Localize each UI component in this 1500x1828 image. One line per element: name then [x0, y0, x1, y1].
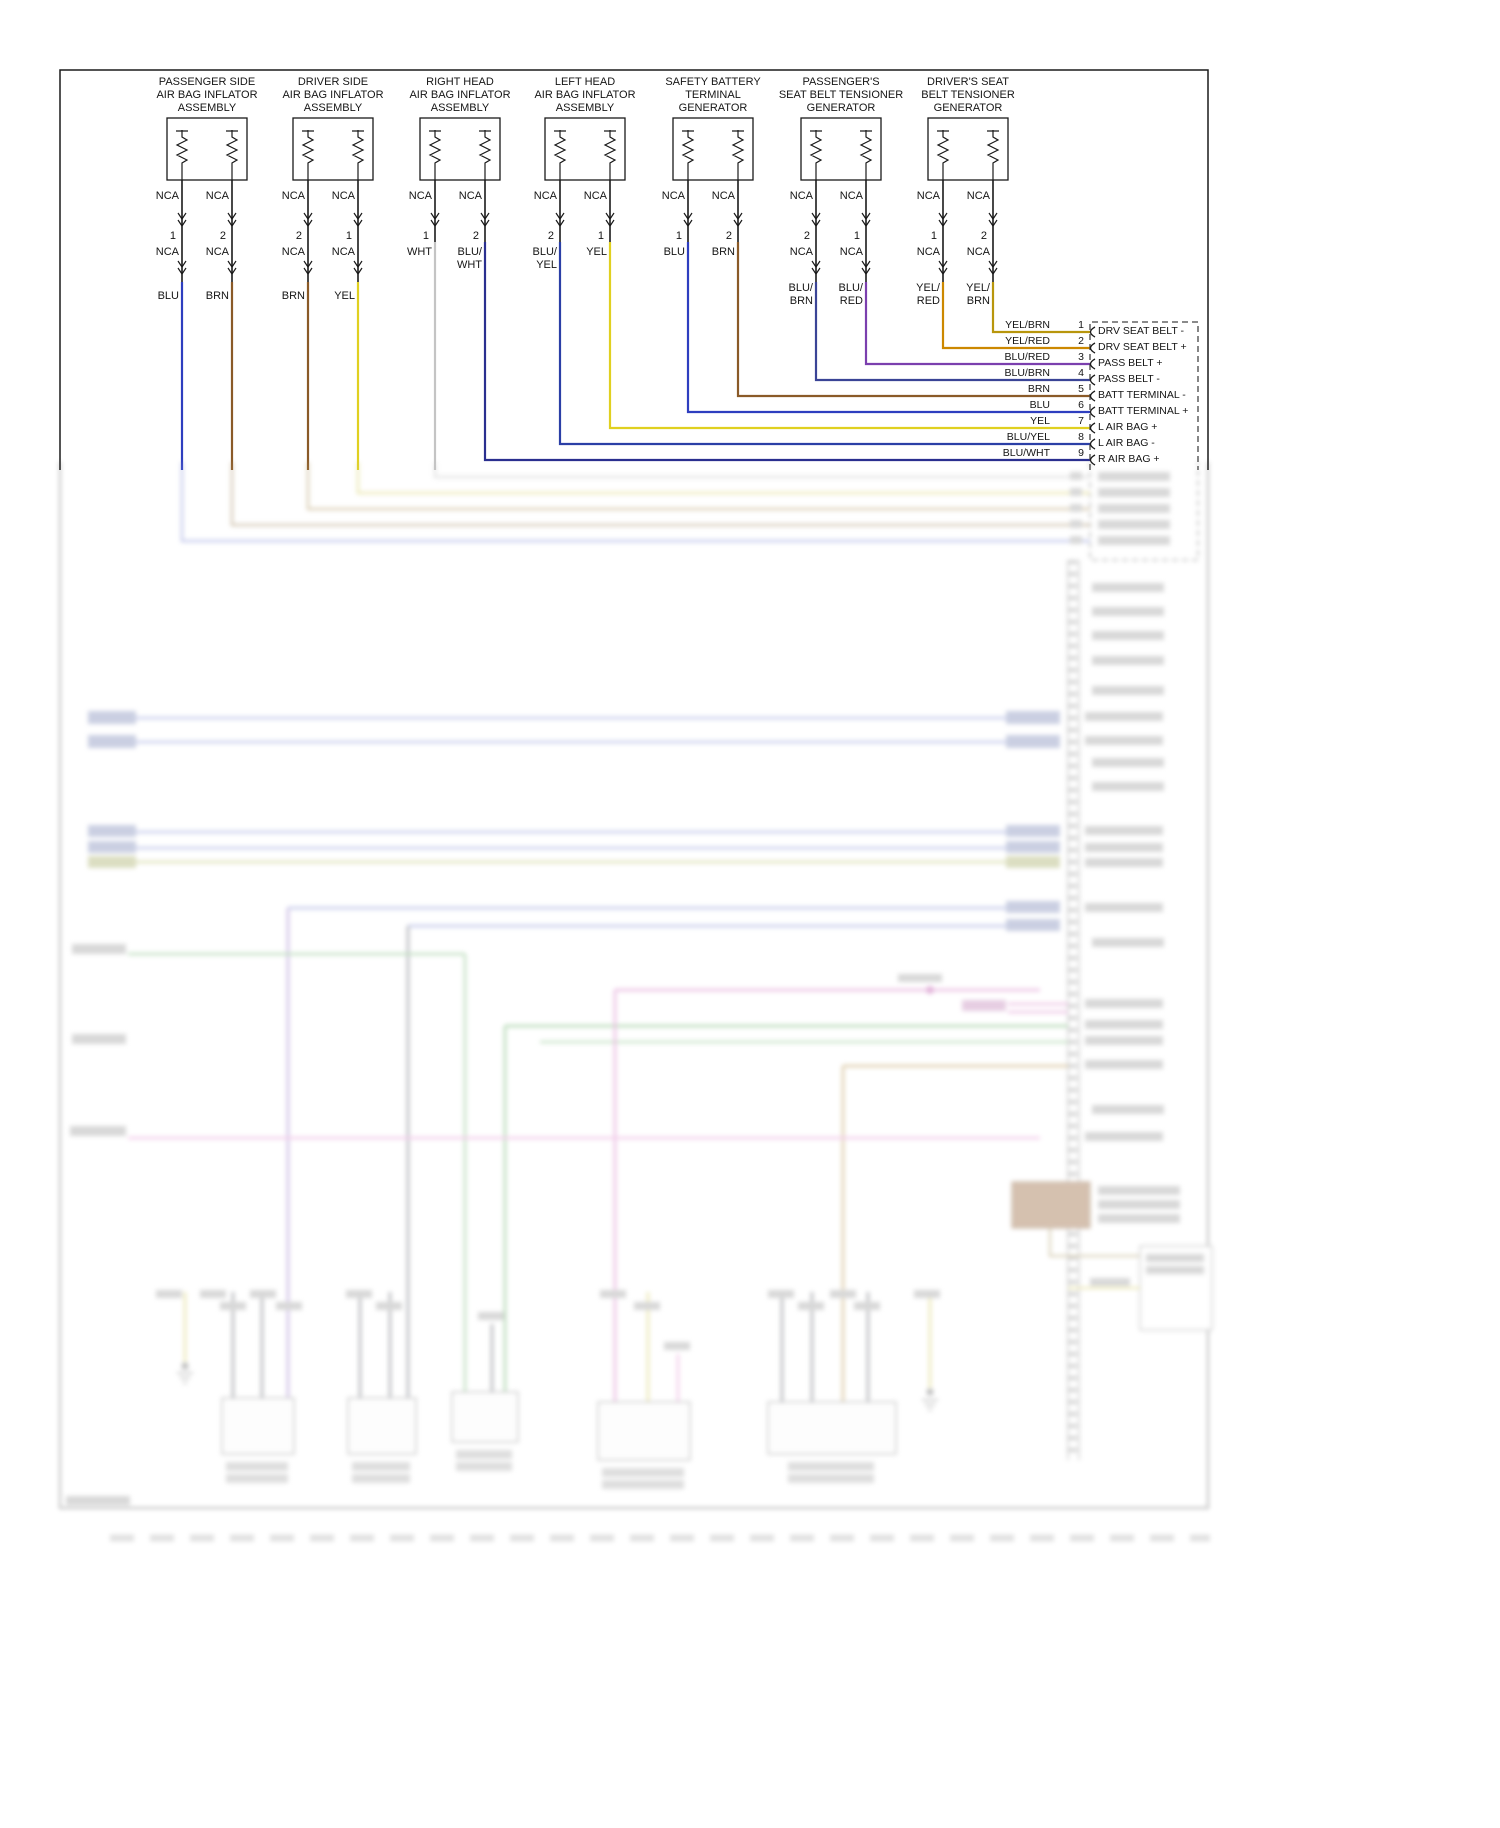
- connector-pin-number: 4: [1078, 367, 1084, 379]
- wire-nca-label: NCA: [205, 246, 229, 258]
- component-title: SAFETY BATTERY TERMINAL GENERATOR: [665, 76, 761, 114]
- wire-nca-label: NCA: [281, 246, 305, 258]
- wire-color-label: YEL: [586, 246, 607, 258]
- connector-wire-label: YEL: [1030, 415, 1050, 427]
- connector-wire-label: YEL/BRN: [1005, 319, 1050, 331]
- page-border: [59, 69, 1209, 470]
- wire-stems: [181, 180, 994, 282]
- faded-connector-continuation: [180, 462, 1199, 561]
- wire-nca-label: NCA: [966, 190, 990, 202]
- connector-wire-label: YEL/RED: [1005, 335, 1050, 347]
- wire-color-label: BLU/ BRN: [788, 282, 813, 307]
- connector-wire-label: BLU/YEL: [1006, 431, 1050, 443]
- wire-color-label: BLU: [663, 246, 685, 258]
- wire-color-label: BRN: [281, 290, 305, 302]
- connector-row-label: L AIR BAG +: [1098, 421, 1158, 433]
- connector-wire-label: BLU/BRN: [1004, 367, 1050, 379]
- wire-nca-label: NCA: [916, 190, 940, 202]
- connector-row-label: PASS BELT +: [1098, 357, 1163, 369]
- colored-wires: [180, 242, 1091, 470]
- connector-wire-label: BLU/RED: [1004, 351, 1050, 363]
- wire-pin-label: 2: [219, 230, 226, 242]
- wire-pin-label: 1: [853, 230, 860, 242]
- wire-nca-label: NCA: [331, 190, 355, 202]
- wire-pin-label: 1: [930, 230, 937, 242]
- connector-pin-number: 1: [1078, 319, 1084, 331]
- wire-pin-label: 2: [725, 230, 732, 242]
- wire-color-label: BRN: [711, 246, 735, 258]
- wire-pin-label: 2: [547, 230, 554, 242]
- wire-nca-label: NCA: [711, 190, 735, 202]
- wire-nca-label: NCA: [533, 190, 557, 202]
- connector-row-label: BATT TERMINAL -: [1098, 389, 1186, 401]
- component-title: PASSENGER SIDE AIR BAG INFLATOR ASSEMBLY: [156, 76, 258, 114]
- wire-color-label: BLU: [157, 290, 179, 302]
- wire-pin-label: 2: [472, 230, 479, 242]
- component-title: DRIVER SIDE AIR BAG INFLATOR ASSEMBLY: [282, 76, 384, 114]
- connector-row-label: DRV SEAT BELT -: [1098, 325, 1184, 337]
- wire-nca-label: NCA: [839, 190, 863, 202]
- connector-pin-number: 8: [1078, 431, 1084, 443]
- connector-pin-number: 2: [1078, 335, 1084, 347]
- wire-nca-label: NCA: [155, 190, 179, 202]
- connector-row-label: L AIR BAG -: [1098, 437, 1155, 449]
- connector-wire-label: BRN: [1027, 383, 1050, 395]
- wire-pin-label: 1: [169, 230, 176, 242]
- connector-chevrons: [177, 212, 998, 276]
- wire-nca-label: NCA: [789, 190, 813, 202]
- wire-pin-label: 1: [597, 230, 604, 242]
- connector-row-label: PASS BELT -: [1098, 373, 1160, 385]
- wire-color-label: BLU/ RED: [838, 282, 863, 307]
- component-title: DRIVER'S SEAT BELT TENSIONER GENERATOR: [921, 76, 1015, 114]
- connector-wire-label: BLU: [1029, 399, 1050, 411]
- connector-pin-number: 5: [1078, 383, 1084, 395]
- connector-pin-number: 3: [1078, 351, 1084, 363]
- component-title: RIGHT HEAD AIR BAG INFLATOR ASSEMBLY: [409, 76, 511, 114]
- wire-nca-label: NCA: [966, 246, 990, 258]
- connector-pin-number: 6: [1078, 399, 1084, 411]
- wire-nca-label: NCA: [661, 190, 685, 202]
- wire-color-label: YEL/ BRN: [966, 282, 990, 307]
- wire-nca-label: NCA: [408, 190, 432, 202]
- component-title: LEFT HEAD AIR BAG INFLATOR ASSEMBLY: [534, 76, 636, 114]
- connector-pin-number: 7: [1078, 415, 1084, 427]
- wire-nca-label: NCA: [583, 190, 607, 202]
- wire-nca-label: NCA: [458, 190, 482, 202]
- wire-color-label: BRN: [205, 290, 229, 302]
- faded-terminal-bus: [1067, 560, 1164, 1460]
- connector-row-label: BATT TERMINAL +: [1098, 405, 1189, 417]
- wire-nca-label: NCA: [916, 246, 940, 258]
- wire-color-label: BLU/ YEL: [532, 246, 557, 271]
- wire-color-label: YEL/ RED: [916, 282, 940, 307]
- wire-nca-label: NCA: [281, 190, 305, 202]
- faded-harness-lines: [70, 711, 1213, 1402]
- wire-color-label: YEL: [334, 290, 355, 302]
- connector-row-label: DRV SEAT BELT +: [1098, 341, 1187, 353]
- connector-pin-arcs: [1089, 326, 1096, 466]
- faded-page-border: [59, 462, 1210, 1542]
- wire-pin-label: 2: [803, 230, 810, 242]
- wire-nca-label: NCA: [839, 246, 863, 258]
- wire-pin-label: 2: [295, 230, 302, 242]
- connector-pin-number: 9: [1078, 447, 1084, 459]
- wire-nca-label: NCA: [789, 246, 813, 258]
- connector-wire-label: BLU/WHT: [1002, 447, 1050, 459]
- wire-nca-label: NCA: [331, 246, 355, 258]
- inflator-resistor-symbols: [175, 130, 1000, 180]
- wire-pin-label: 1: [422, 230, 429, 242]
- wire-nca-label: NCA: [205, 190, 229, 202]
- faded-bottom-components: [156, 1290, 940, 1489]
- wire-pin-label: 1: [345, 230, 352, 242]
- wire-pin-label: 1: [675, 230, 682, 242]
- wire-nca-label: NCA: [155, 246, 179, 258]
- wire-color-label: WHT: [406, 246, 432, 258]
- wire-pin-label: 2: [980, 230, 987, 242]
- connector-row-label: R AIR BAG +: [1098, 453, 1160, 465]
- component-title: PASSENGER'S SEAT BELT TENSIONER GENERATO…: [778, 76, 904, 114]
- wire-color-label: BLU/ WHT: [456, 246, 482, 271]
